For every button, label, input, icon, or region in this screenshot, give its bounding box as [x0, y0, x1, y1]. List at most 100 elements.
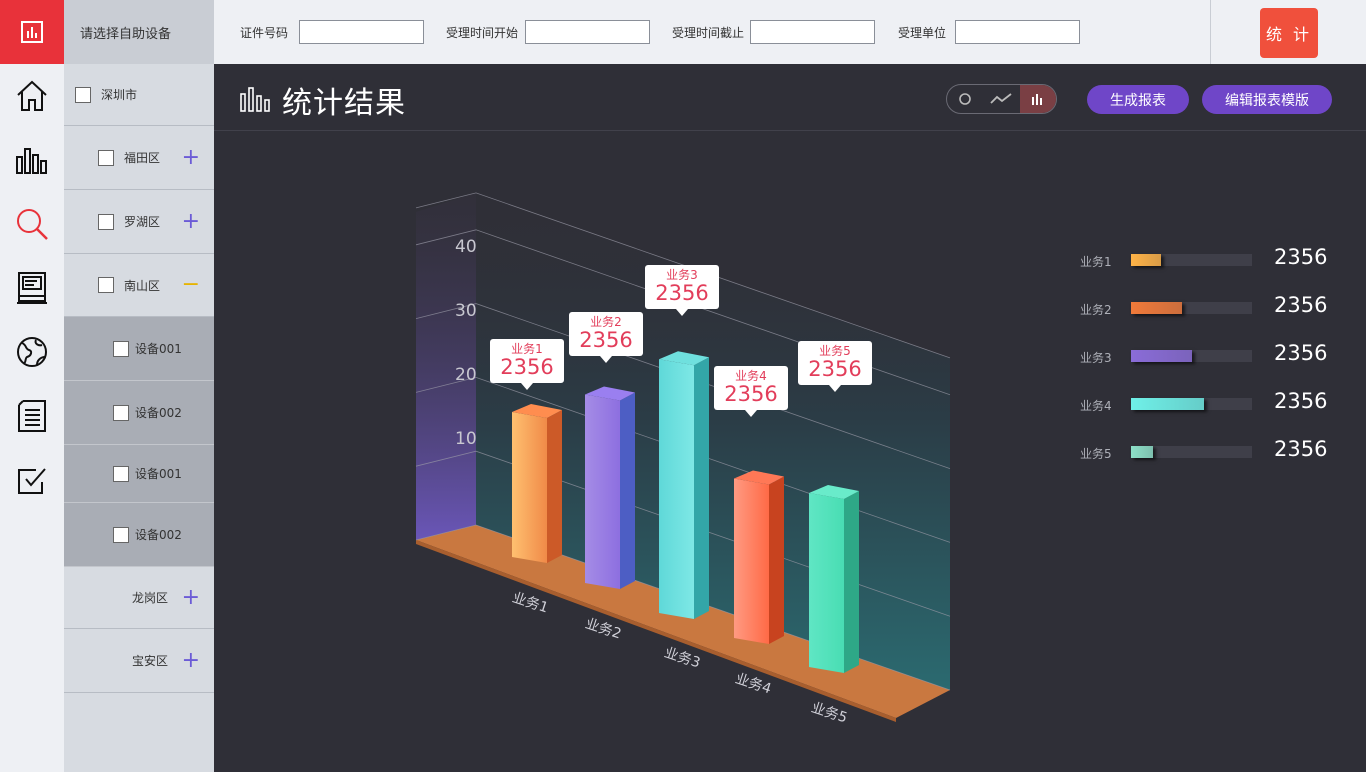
submit-button[interactable]: 统 计 [1260, 8, 1318, 58]
generate-report-button[interactable]: 生成报表 [1087, 85, 1189, 114]
checkbox[interactable] [113, 526, 129, 543]
data-label: 业务3 2356 [645, 265, 719, 316]
checkbox[interactable] [98, 277, 114, 293]
tree-node-district[interactable]: 罗湖区 + [64, 190, 214, 254]
tree-node-label: 设备001 [135, 467, 182, 481]
search-icon[interactable] [0, 192, 64, 256]
checkbox[interactable] [113, 340, 129, 357]
data-label-category: 业务4 [735, 369, 767, 383]
tree-node-device[interactable]: 设备001 [64, 317, 214, 381]
tree-node-label: 宝安区 [132, 654, 169, 668]
end-time-input[interactable] [750, 20, 876, 44]
checkbox[interactable] [98, 213, 114, 230]
tree-node-district[interactable]: 宝安区 + [64, 629, 214, 693]
results-header: 统计结果 生成报表 编辑报表模版 [214, 64, 1366, 131]
tree-node-device[interactable]: 设备002 [64, 503, 214, 567]
tree-node-label: 深圳市 [101, 88, 138, 102]
x-tick-label: 业务3 [662, 644, 703, 672]
checkbox[interactable] [75, 86, 91, 103]
edit-template-button[interactable]: 编辑报表模版 [1202, 85, 1332, 114]
data-label-value: 2356 [500, 355, 554, 379]
bar[interactable] [809, 485, 859, 673]
globe-icon[interactable] [0, 320, 64, 384]
legend-bar-fill [1131, 446, 1153, 458]
checkbox[interactable] [98, 149, 114, 166]
bar[interactable] [659, 351, 709, 619]
monitor-icon[interactable] [0, 256, 64, 320]
legend-label: 业务5 [1080, 447, 1112, 461]
data-label-value: 2356 [808, 357, 862, 381]
collapse-icon[interactable]: − [181, 272, 200, 297]
legend-bar-fill [1131, 398, 1204, 410]
data-label-value: 2356 [724, 382, 778, 406]
unit-label: 受理单位 [898, 25, 947, 40]
line-chart-icon[interactable] [983, 85, 1019, 113]
legend-value: 2356 [1274, 389, 1328, 413]
id-number-input[interactable] [299, 20, 425, 44]
start-time-label: 受理时间开始 [446, 25, 519, 40]
checkbox[interactable] [113, 465, 129, 482]
data-label: 业务2 2356 [569, 312, 643, 363]
x-tick-label: 业务1 [510, 589, 551, 617]
expand-icon[interactable]: + [181, 584, 200, 610]
bar-chart-icon[interactable] [1019, 85, 1056, 113]
legend-value: 2356 [1274, 341, 1328, 365]
data-label: 业务1 2356 [490, 339, 564, 390]
bar[interactable] [585, 386, 635, 590]
legend-value: 2356 [1274, 293, 1328, 317]
tree-node-city[interactable]: 深圳市 [64, 64, 214, 126]
legend-value: 2356 [1274, 245, 1328, 269]
legend-bar-fill [1131, 254, 1161, 266]
data-label: 业务4 2356 [714, 366, 788, 417]
legend-bar-track [1131, 302, 1252, 314]
gridline [415, 376, 951, 543]
legend-label: 业务4 [1080, 399, 1112, 413]
legend-bar-track [1131, 350, 1252, 362]
tree-node-device[interactable]: 设备001 [64, 445, 214, 503]
expand-icon[interactable]: + [181, 208, 200, 234]
bar[interactable] [512, 404, 562, 563]
tree-node-label: 设备002 [135, 406, 182, 420]
legend-bar-fill [1131, 302, 1182, 314]
x-tick-label: 业务5 [809, 699, 850, 727]
x-tick-label: 业务2 [583, 615, 624, 643]
list-icon[interactable] [0, 384, 64, 448]
filter-bar: 证件号码 受理时间开始 受理时间截止 受理单位 统 计 [214, 0, 1366, 64]
y-tick-label: 10 [455, 429, 477, 449]
tree-node-label: 福田区 [124, 151, 161, 165]
home-icon[interactable] [0, 64, 64, 128]
unit-input[interactable] [955, 20, 1081, 44]
tree-node-district[interactable]: 福田区 + [64, 126, 214, 190]
legend-label: 业务1 [1080, 255, 1112, 269]
page-title: 统计结果 [282, 86, 406, 121]
data-label-value: 2356 [579, 328, 633, 352]
x-tick-label: 业务4 [733, 670, 774, 698]
tree-node-district[interactable]: 南山区 − [64, 254, 214, 317]
tree-node-district[interactable]: 龙岗区 + [64, 567, 214, 629]
data-label-category: 业务5 [819, 344, 851, 358]
app-logo-icon[interactable] [0, 0, 64, 64]
bar[interactable] [734, 470, 784, 645]
tree-node-label: 龙岗区 [132, 591, 169, 605]
data-label-category: 业务3 [666, 268, 698, 282]
tree-node-device[interactable]: 设备002 [64, 381, 214, 445]
start-time-input[interactable] [525, 20, 651, 44]
chart-type-toggle [946, 84, 1057, 114]
y-tick-label: 30 [455, 301, 477, 321]
bar-chart-icon[interactable] [0, 128, 64, 192]
pie-chart-icon[interactable] [947, 85, 983, 113]
tree-node-label: 设备001 [135, 342, 182, 356]
tree-node-label: 设备002 [135, 528, 182, 542]
tree-node-label: 罗湖区 [124, 215, 161, 229]
legend-value: 2356 [1274, 437, 1328, 461]
id-number-label: 证件号码 [240, 25, 289, 40]
divider [1210, 0, 1211, 64]
checklist-icon[interactable] [0, 448, 64, 512]
data-label-value: 2356 [655, 281, 709, 305]
expand-icon[interactable]: + [181, 144, 200, 170]
data-label: 业务5 2356 [798, 341, 872, 392]
legend-label: 业务2 [1080, 303, 1112, 317]
checkbox[interactable] [113, 404, 129, 421]
legend-bar-fill [1131, 350, 1192, 362]
expand-icon[interactable]: + [181, 647, 200, 673]
